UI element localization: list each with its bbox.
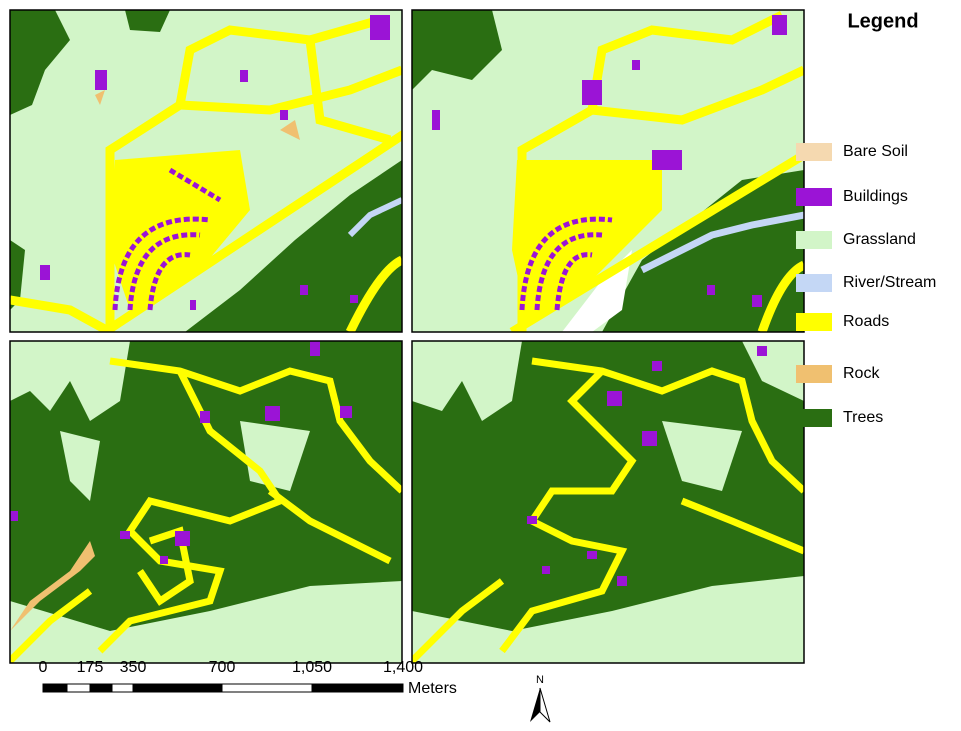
legend-swatch: [796, 143, 832, 161]
land-cover-shape: [370, 15, 390, 40]
scale-label: 175: [77, 659, 104, 676]
scale-bar: 0 175 350 700 1,050 1,400 Meters: [39, 659, 457, 697]
legend-label: River/Stream: [843, 274, 936, 291]
legend-label: Buildings: [843, 188, 908, 205]
legend-label: Bare Soil: [843, 143, 908, 160]
land-cover-shape: [642, 431, 657, 446]
map-panel: [412, 341, 804, 663]
legend-swatch: [796, 188, 832, 206]
land-cover-shape: [752, 295, 762, 307]
land-cover-shape: [175, 531, 190, 546]
land-cover-shape: [707, 285, 715, 295]
scale-segment: [133, 684, 222, 692]
legend-title: Legend: [847, 10, 918, 32]
legend-label: Roads: [843, 313, 889, 330]
land-cover-shape: [652, 150, 682, 170]
land-cover-shape: [632, 60, 640, 70]
land-cover-shape: [40, 265, 50, 280]
land-cover-shape: [340, 406, 352, 418]
land-cover-shape: [265, 406, 280, 421]
map-figure: Legend Bare Soil Buildings Grassland River/…: [0, 0, 961, 726]
land-cover-shape: [240, 70, 248, 82]
map-layer: [10, 341, 402, 663]
scale-segment: [43, 684, 67, 692]
land-cover-shape: [617, 576, 627, 586]
map-panel: [10, 10, 410, 332]
scale-label: 350: [120, 659, 147, 676]
scale-segment: [90, 684, 112, 692]
legend: Bare Soil Buildings Grassland River/Stream R…: [796, 143, 936, 427]
land-cover-shape: [190, 300, 196, 310]
land-cover-shape: [160, 556, 168, 564]
land-cover-shape: [280, 110, 288, 120]
scale-segment: [312, 684, 403, 692]
land-cover-shape: [310, 341, 320, 356]
scale-label: 0: [39, 659, 48, 676]
legend-swatch: [796, 409, 832, 427]
land-cover-shape: [542, 566, 550, 574]
scale-label: 700: [209, 659, 236, 676]
scale-unit: Meters: [408, 680, 457, 697]
north-arrow-half: [540, 688, 550, 722]
legend-label: Trees: [843, 409, 883, 426]
land-cover-shape: [200, 411, 210, 423]
land-cover-shape: [587, 551, 597, 559]
scale-segment: [222, 684, 312, 692]
scale-segment: [67, 684, 90, 692]
land-cover-shape: [607, 391, 622, 406]
scale-segment: [112, 684, 133, 692]
land-cover-shape: [300, 285, 308, 295]
land-cover-shape: [652, 361, 662, 371]
land-cover-shape: [772, 15, 787, 35]
north-label: N: [536, 674, 544, 686]
legend-swatch: [796, 313, 832, 331]
map-panel: [412, 10, 812, 332]
north-arrow: N: [530, 674, 550, 722]
land-cover-shape: [95, 70, 107, 90]
land-cover-shape: [527, 516, 537, 524]
map-layer: [412, 10, 812, 332]
land-cover-shape: [582, 80, 602, 105]
legend-swatch: [796, 365, 832, 383]
land-cover-shape: [757, 346, 767, 356]
map-layer: [412, 341, 804, 663]
legend-label: Rock: [843, 365, 880, 382]
north-arrow-half: [530, 688, 540, 722]
scale-label: 1,400: [383, 659, 423, 676]
legend-swatch: [796, 231, 832, 249]
legend-label: Grassland: [843, 231, 916, 248]
legend-swatch: [796, 274, 832, 292]
map-panel: [10, 341, 402, 663]
map-layer: [10, 10, 410, 332]
scale-label: 1,050: [292, 659, 332, 676]
land-cover-shape: [432, 110, 440, 130]
land-cover-shape: [10, 511, 18, 521]
land-cover-shape: [350, 295, 358, 303]
land-cover-shape: [120, 531, 130, 539]
